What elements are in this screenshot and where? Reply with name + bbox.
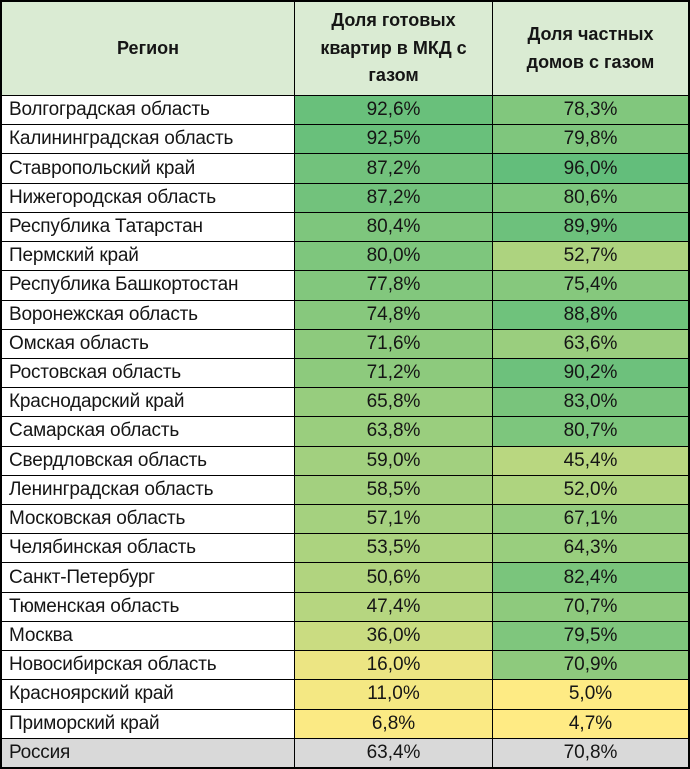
private-share-cell: 4,7% — [493, 709, 688, 738]
region-cell: Новосибирская область — [2, 651, 294, 680]
region-cell: Волгоградская область — [2, 96, 294, 125]
private-share-cell: 83,0% — [493, 388, 688, 417]
private-share-cell: 79,5% — [493, 621, 688, 651]
summary-mkd-share-cell: 63,4% — [295, 738, 492, 767]
mkd-share-cell: 65,8% — [295, 388, 492, 417]
private-share-cell: 79,8% — [493, 125, 688, 154]
private-share-cell: 70,9% — [493, 651, 688, 680]
mkd-share-cell: 92,5% — [295, 125, 492, 154]
mkd-share-cell: 11,0% — [295, 680, 492, 709]
mkd-share-cell: 53,5% — [295, 534, 492, 563]
private-share-cell: 5,0% — [493, 680, 688, 709]
private-share-cell: 80,7% — [493, 417, 688, 446]
mkd-share-cell: 36,0% — [295, 621, 492, 651]
mkd-share-cell: 80,4% — [295, 212, 492, 242]
private-share-cell: 45,4% — [493, 446, 688, 475]
private-share-cell: 78,3% — [493, 96, 688, 125]
mkd-share-cell: 59,0% — [295, 446, 492, 475]
mkd-share-cell: 92,6% — [295, 96, 492, 125]
region-cell: Воронежская область — [2, 300, 294, 329]
region-cell: Республика Башкортостан — [2, 271, 294, 300]
private-share-cell: 67,1% — [493, 505, 688, 534]
mkd-share-cell: 50,6% — [295, 563, 492, 592]
region-cell: Ростовская область — [2, 358, 294, 388]
private-share-cell: 80,6% — [493, 183, 688, 212]
region-cell: Челябинская область — [2, 534, 294, 563]
mkd-share-cell: 63,8% — [295, 417, 492, 446]
mkd-share-cell: 57,1% — [295, 505, 492, 534]
region-cell: Красноярский край — [2, 680, 294, 709]
mkd-share-cell: 58,5% — [295, 475, 492, 505]
private-share-cell: 63,6% — [493, 329, 688, 358]
private-share-cell: 90,2% — [493, 358, 688, 388]
mkd-share-cell: 74,8% — [295, 300, 492, 329]
mkd-share-cell: 71,2% — [295, 358, 492, 388]
region-cell: Московская область — [2, 505, 294, 534]
mkd-share-cell: 6,8% — [295, 709, 492, 738]
region-cell: Калининградская область — [2, 125, 294, 154]
region-cell: Краснодарский край — [2, 388, 294, 417]
header-private-share: Доля частных домов с газом — [493, 2, 688, 95]
private-share-cell: 52,7% — [493, 242, 688, 271]
mkd-share-cell: 47,4% — [295, 592, 492, 621]
summary-region-cell: Россия — [2, 738, 294, 767]
private-share-cell: 52,0% — [493, 475, 688, 505]
summary-private-share-cell: 70,8% — [493, 738, 688, 767]
header-region: Регион — [2, 2, 294, 95]
mkd-share-cell: 87,2% — [295, 183, 492, 212]
region-cell: Омская область — [2, 329, 294, 358]
private-share-cell: 82,4% — [493, 563, 688, 592]
region-cell: Нижегородская область — [2, 183, 294, 212]
private-share-cell: 70,7% — [493, 592, 688, 621]
mkd-share-cell: 77,8% — [295, 271, 492, 300]
region-cell: Пермский край — [2, 242, 294, 271]
mkd-share-cell: 87,2% — [295, 154, 492, 183]
region-cell: Тюменская область — [2, 592, 294, 621]
region-cell: Республика Татарстан — [2, 212, 294, 242]
region-cell: Приморский край — [2, 709, 294, 738]
region-cell: Москва — [2, 621, 294, 651]
region-cell: Ставропольский край — [2, 154, 294, 183]
private-share-cell: 75,4% — [493, 271, 688, 300]
mkd-share-cell: 16,0% — [295, 651, 492, 680]
region-cell: Самарская область — [2, 417, 294, 446]
private-share-cell: 89,9% — [493, 212, 688, 242]
header-mkd-share: Доля готовых квартир в МКД с газом — [295, 2, 492, 95]
region-cell: Ленинградская область — [2, 475, 294, 505]
private-share-cell: 64,3% — [493, 534, 688, 563]
mkd-share-cell: 71,6% — [295, 329, 492, 358]
mkd-share-cell: 80,0% — [295, 242, 492, 271]
private-share-cell: 96,0% — [493, 154, 688, 183]
region-cell: Санкт-Петербург — [2, 563, 294, 592]
private-share-cell: 88,8% — [493, 300, 688, 329]
region-cell: Свердловская область — [2, 446, 294, 475]
